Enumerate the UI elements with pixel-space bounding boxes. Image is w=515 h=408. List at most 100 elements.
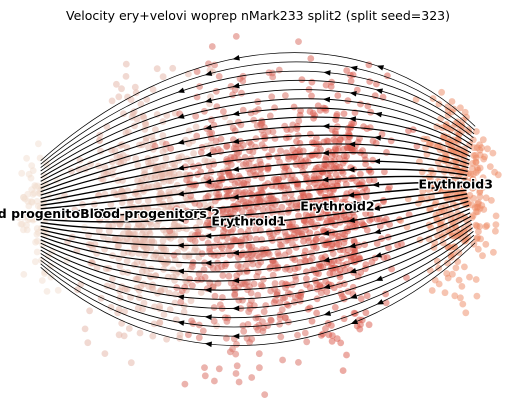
cell-point [278, 242, 285, 250]
velocity-arrow [177, 113, 185, 119]
cell-point [266, 112, 274, 120]
cell-point [120, 194, 128, 202]
cell-point [144, 197, 152, 205]
cell-point [489, 149, 497, 157]
streamline [40, 116, 472, 186]
cell-point [313, 244, 320, 252]
velocity-arrow [323, 310, 332, 316]
cell-point [257, 281, 265, 289]
cell-point [226, 348, 234, 356]
cell-point [239, 161, 247, 169]
cell-point [253, 273, 261, 280]
cell-point [347, 124, 354, 132]
streamline [40, 231, 474, 319]
cell-point [428, 287, 436, 294]
cell-point [322, 81, 330, 89]
cell-point [119, 177, 126, 184]
cell-point [343, 67, 351, 74]
velocity-arrow [231, 166, 240, 172]
cell-point [334, 146, 342, 153]
cell-point [476, 164, 484, 172]
cell-point [303, 268, 310, 276]
cell-point [277, 147, 284, 155]
velocity-arrow [350, 318, 359, 325]
streamline [40, 227, 473, 309]
cell-point [119, 268, 127, 276]
cell-point [232, 350, 240, 358]
cell-point [54, 286, 62, 294]
velocity-arrow [176, 190, 185, 197]
cell-point [193, 68, 201, 75]
cell-point [362, 309, 370, 317]
cell-point [156, 319, 164, 327]
cell-point [479, 252, 486, 260]
cell-point [319, 263, 327, 271]
velocity-arrow [231, 249, 240, 256]
cell-point [353, 322, 361, 330]
cell-point [484, 145, 491, 153]
cell-point [300, 192, 307, 200]
cell-point [248, 215, 256, 223]
cell-point [381, 168, 388, 176]
streamline [40, 212, 471, 273]
cell-point [160, 243, 167, 251]
cell-point [293, 138, 300, 145]
cell-point [196, 218, 204, 226]
cell-point [427, 176, 434, 183]
cell-point [264, 166, 272, 173]
cell-point [259, 206, 267, 214]
cell-point [97, 294, 105, 302]
cell-point [169, 64, 177, 72]
cell-point [300, 237, 307, 245]
velocity-arrow [232, 277, 240, 284]
streamline [40, 134, 470, 193]
cell-point [268, 93, 276, 101]
cell-point [330, 164, 338, 171]
cell-point [209, 264, 217, 272]
cell-point [239, 72, 247, 80]
cell-point [153, 181, 161, 189]
cell-point [35, 140, 42, 148]
velocity-arrow [321, 203, 329, 210]
velocity-arrow [347, 217, 356, 223]
velocity-arrow [231, 194, 239, 200]
cell-point [225, 272, 233, 280]
velocity-arrow [204, 124, 212, 131]
cell-point [258, 141, 266, 149]
cell-point [366, 176, 373, 184]
cell-point [343, 351, 350, 359]
velocity-arrow [204, 233, 212, 239]
cell-point [332, 128, 339, 135]
cell-point [466, 273, 473, 281]
cell-point [294, 331, 301, 339]
cell-point [476, 141, 483, 149]
cell-point [486, 163, 494, 171]
cell-point [262, 246, 270, 253]
cell-point [482, 194, 490, 202]
streamline [40, 215, 472, 282]
velocity-arrow [372, 181, 380, 188]
cell-point [227, 161, 235, 169]
cell-point [33, 225, 41, 232]
cell-point [290, 298, 298, 306]
cell-point [466, 180, 473, 188]
cell-point [137, 100, 145, 108]
cell-point [191, 244, 199, 252]
cell-point [363, 292, 371, 300]
cell-point [200, 266, 208, 273]
cell-point [232, 370, 240, 377]
cell-point [210, 160, 218, 168]
cell-point [291, 265, 299, 273]
velocity-arrow [321, 176, 329, 183]
cell-point [308, 255, 316, 262]
cell-point [317, 208, 325, 216]
velocity-arrow [321, 150, 329, 156]
velocity-arrow [204, 260, 212, 266]
cell-point [319, 284, 326, 292]
cell-point [140, 299, 148, 307]
cell-point [162, 154, 170, 162]
cell-point [344, 246, 352, 254]
cell-point [479, 174, 487, 182]
velocity-arrow [232, 82, 240, 89]
cell-point [131, 261, 138, 269]
